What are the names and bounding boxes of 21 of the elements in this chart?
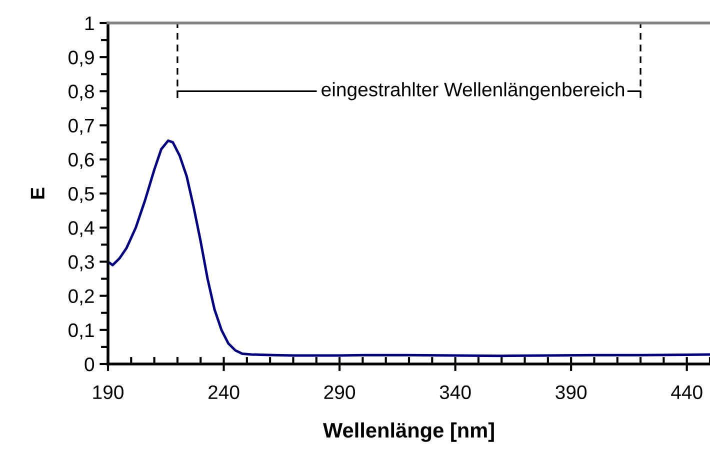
line-series bbox=[108, 139, 710, 358]
y-tick-label: 0,4 bbox=[68, 221, 94, 238]
y-tick-label: 0,6 bbox=[68, 152, 94, 169]
annotation: eingestrahlter Wellenlängenbereich bbox=[322, 82, 624, 100]
y-tick-label: 0,3 bbox=[68, 255, 94, 272]
x-tick-label: 240 bbox=[208, 385, 240, 400]
y-tick-label: 0,5 bbox=[68, 186, 94, 204]
x-axis-title: Wellenlänge [nm] bbox=[322, 422, 494, 442]
x-tick-label: 340 bbox=[440, 385, 471, 400]
y-tick-label: 0,9 bbox=[68, 50, 94, 67]
x-tick-label: 190 bbox=[93, 385, 124, 400]
y-tick-label: 0,2 bbox=[68, 289, 94, 306]
x-tick-label: 290 bbox=[324, 385, 355, 400]
y-tick-label: 0,8 bbox=[68, 84, 94, 101]
x-tick-label: 440 bbox=[671, 385, 702, 400]
y-tick-label: 0,1 bbox=[68, 323, 94, 340]
y-tick-label: 1 bbox=[85, 16, 94, 30]
x-tick-label: 390 bbox=[556, 385, 587, 400]
y-tick-label: 0,7 bbox=[68, 118, 94, 135]
y-axis-title: E bbox=[30, 188, 44, 199]
y-tick-label: 0 bbox=[84, 357, 94, 372]
